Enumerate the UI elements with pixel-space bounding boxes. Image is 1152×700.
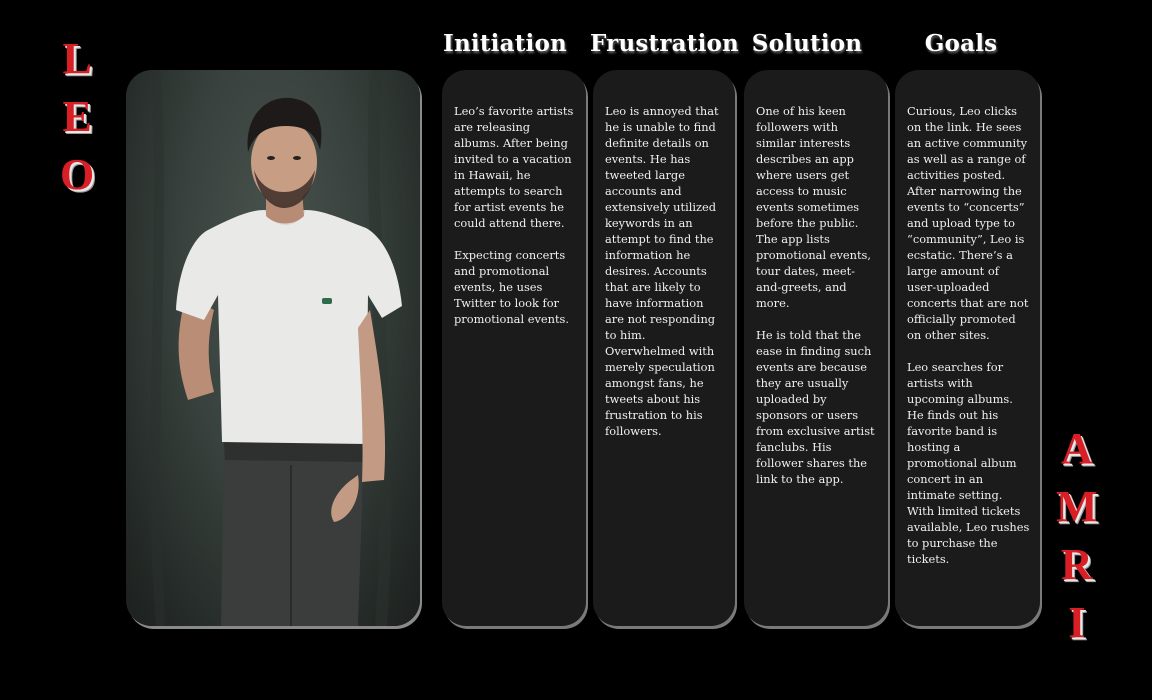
card-frustration: Leo is annoyed that he is unable to find…	[593, 70, 735, 626]
card-paragraph: Leo is annoyed that he is unable to find…	[605, 104, 719, 438]
card-initiation: Leo’s favorite artists are releasing alb…	[442, 70, 586, 626]
persona-illustration	[150, 70, 402, 626]
card-paragraph: He is told that the ease in finding such…	[756, 328, 875, 486]
card-solution: One of his keen followers with similar i…	[744, 70, 888, 626]
card-goals: Curious, Leo clicks on the link. He sees…	[895, 70, 1040, 626]
first-name-vertical: L E O	[60, 30, 94, 204]
persona-photo	[126, 70, 420, 626]
last-name-letter: A	[1060, 424, 1093, 473]
card-paragraph: Curious, Leo clicks on the link. He sees…	[907, 104, 1029, 342]
first-name-letter: L	[62, 34, 92, 83]
card-paragraph: Leo searches for artists with upcoming a…	[907, 360, 1030, 566]
card-paragraph: One of his keen followers with similar i…	[756, 104, 872, 310]
last-name-letter: R	[1060, 540, 1093, 589]
last-name-letter: I	[1068, 598, 1086, 647]
column-title-solution: Solution	[751, 30, 863, 57]
first-name-letter: E	[62, 92, 92, 141]
column-title-frustration: Frustration	[590, 30, 739, 57]
card-paragraph: Leo’s favorite artists are releasing alb…	[454, 104, 574, 230]
column-title-goals: Goals	[924, 30, 998, 57]
first-name-letter: O	[60, 150, 95, 199]
column-title-initiation: Initiation	[443, 30, 567, 57]
card-paragraph: Expecting concerts and promotional event…	[454, 248, 570, 326]
last-name-vertical: A M R I	[1056, 420, 1098, 652]
last-name-letter: M	[1056, 482, 1098, 531]
